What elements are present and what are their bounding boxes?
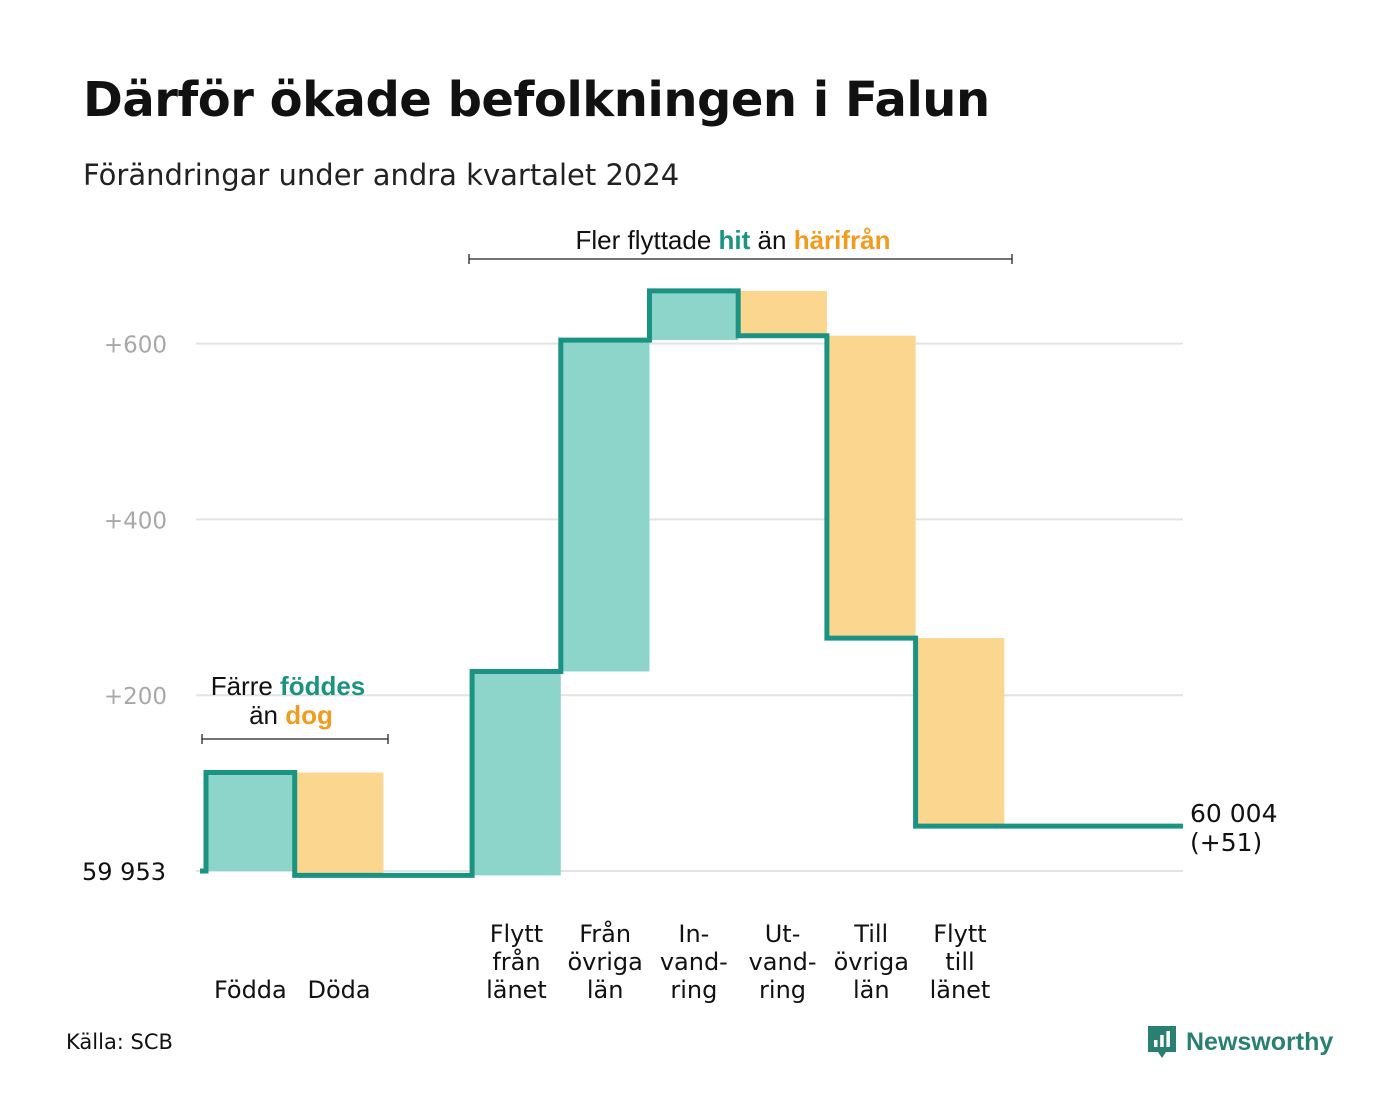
births-annotation-line1: Färre föddes bbox=[211, 671, 366, 701]
migration-annotation: Fler flyttade hit än härifrån bbox=[575, 225, 890, 255]
x-category-label: till bbox=[945, 948, 974, 976]
x-category-label: Födda bbox=[214, 976, 287, 1004]
newsworthy-logo-icon bbox=[1148, 1026, 1176, 1058]
x-category-label: Till bbox=[853, 920, 888, 948]
waterfall-bar bbox=[206, 772, 295, 871]
x-category-label: övriga bbox=[834, 948, 909, 976]
brand-name: Newsworthy bbox=[1186, 1027, 1334, 1056]
waterfall-bar bbox=[472, 671, 561, 876]
x-category-label: länet bbox=[930, 976, 991, 1004]
births-bracket bbox=[201, 734, 389, 744]
brand-logo[interactable]: Newsworthy bbox=[1146, 1024, 1333, 1060]
start-value-label: 59 953 bbox=[82, 858, 166, 886]
waterfall-bar bbox=[649, 290, 739, 341]
chart-subtitle: Förändringar under andra kvartalet 2024 bbox=[83, 158, 680, 192]
x-category-label: län bbox=[853, 976, 890, 1004]
x-category-label: ring bbox=[670, 976, 717, 1004]
end-value-label: 60 004 bbox=[1190, 799, 1277, 828]
x-category-label: ring bbox=[759, 976, 806, 1004]
waterfall-bar bbox=[294, 772, 384, 876]
x-category-label: Flytt bbox=[933, 920, 987, 948]
cumulative-step-line bbox=[200, 288, 1183, 878]
waterfall-bar bbox=[738, 290, 827, 336]
end-change-label: (+51) bbox=[1190, 828, 1262, 857]
x-category-label: In- bbox=[678, 920, 709, 948]
waterfall-bar bbox=[560, 340, 650, 672]
x-category-label: från bbox=[492, 947, 540, 976]
chart-title: Därför ökade befolkningen i Falun bbox=[83, 72, 990, 128]
source-note: Källa: SCB bbox=[66, 1030, 173, 1054]
x-category-label: vand- bbox=[660, 948, 728, 976]
x-category-label: Ut- bbox=[765, 920, 801, 948]
x-category-label: länet bbox=[486, 976, 547, 1004]
waterfall-bar bbox=[826, 335, 916, 639]
x-category-label: vand- bbox=[749, 948, 817, 976]
migration-bracket bbox=[468, 254, 1013, 264]
births-annotation-line2: än dog bbox=[249, 700, 333, 730]
x-category-label: Från bbox=[579, 919, 631, 948]
waterfall-bar bbox=[915, 638, 1005, 827]
y-tick-label: +600 bbox=[104, 333, 167, 359]
x-category-label: övriga bbox=[567, 948, 642, 976]
y-tick-label: +200 bbox=[104, 684, 167, 710]
x-category-label: Flytt bbox=[490, 920, 544, 948]
y-tick-label: +400 bbox=[104, 508, 167, 534]
x-category-label: Döda bbox=[307, 976, 370, 1004]
x-category-label: län bbox=[587, 976, 624, 1004]
